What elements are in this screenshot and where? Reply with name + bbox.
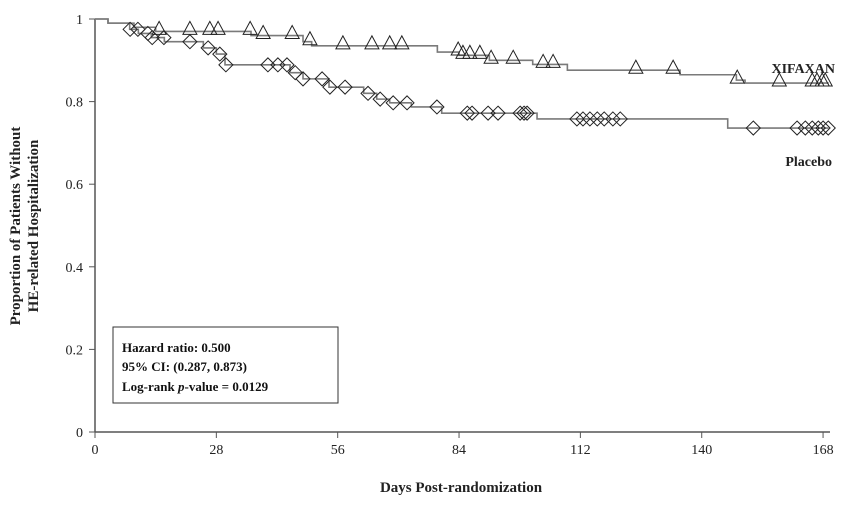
censor-marker-placebo bbox=[789, 120, 805, 136]
stats-box: Hazard ratio: 0.500 95% CI: (0.287, 0.87… bbox=[112, 326, 339, 404]
censor-marker-xifaxan bbox=[483, 49, 499, 64]
censor-marker-placebo bbox=[182, 34, 198, 50]
censor-marker-placebo bbox=[797, 120, 814, 136]
censor-marker-placebo bbox=[569, 111, 585, 127]
x-axis-title: Days Post-randomization bbox=[380, 480, 543, 496]
x-tick-label: 28 bbox=[209, 443, 223, 458]
y-tick-label: 1 bbox=[76, 13, 83, 28]
censor-marker-placebo bbox=[385, 95, 401, 111]
censor-marker-xifaxan bbox=[535, 53, 551, 68]
censor-marker-placebo bbox=[519, 105, 535, 121]
censor-marker-placebo bbox=[322, 79, 338, 95]
censor-marker-xifaxan bbox=[628, 59, 644, 74]
censor-marker-placebo bbox=[575, 111, 591, 127]
censor-marker-placebo bbox=[218, 57, 234, 73]
censor-marker-xifaxan bbox=[151, 20, 167, 35]
censor-marker-xifaxan bbox=[242, 20, 258, 35]
censor-marker-placebo bbox=[360, 85, 376, 102]
censor-marker-placebo bbox=[314, 71, 330, 87]
censor-marker-xifaxan bbox=[182, 20, 198, 35]
censor-marker-placebo bbox=[429, 99, 445, 115]
censor-marker-xifaxan bbox=[364, 34, 380, 50]
y-tick-label: 0.6 bbox=[66, 178, 84, 193]
censor-marker-xifaxan bbox=[665, 59, 681, 74]
x-tick-label: 140 bbox=[691, 443, 712, 458]
censor-marker-placebo bbox=[582, 111, 598, 127]
y-axis-title-line1: Proportion of Patients Without bbox=[8, 127, 24, 326]
censor-marker-placebo bbox=[399, 95, 415, 111]
censor-marker-xifaxan bbox=[335, 34, 351, 50]
censor-marker-placebo bbox=[516, 105, 532, 121]
axes: 0 28 56 84 112 140 168 0 0.2 0.4 0.6 0.8 1 bbox=[66, 13, 834, 458]
censor-marker-xifaxan bbox=[393, 34, 410, 50]
censor-marker-xifaxan bbox=[284, 24, 301, 40]
censor-marker-placebo bbox=[804, 120, 820, 136]
x-tick-label: 0 bbox=[92, 443, 99, 458]
censor-marker-placebo bbox=[820, 120, 836, 136]
censor-marker-xifaxan bbox=[302, 30, 318, 46]
x-tick-label: 112 bbox=[570, 443, 590, 458]
x-tick-label: 56 bbox=[331, 443, 345, 458]
log-rank-p: Log-rank p-value = 0.0129 bbox=[122, 379, 269, 394]
y-tick-label: 0.8 bbox=[66, 96, 84, 111]
censor-marker-placebo bbox=[144, 29, 160, 46]
censor-marker-xifaxan bbox=[545, 53, 561, 68]
censor-marker-placebo bbox=[459, 105, 475, 121]
censor-marker-xifaxan bbox=[505, 49, 522, 64]
censor-marker-placebo bbox=[745, 120, 762, 136]
censor-marker-xifaxan bbox=[729, 69, 746, 84]
censor-marker-placebo bbox=[279, 57, 295, 73]
x-tick-label: 84 bbox=[452, 443, 466, 458]
x-tick-label: 168 bbox=[813, 443, 834, 458]
y-axis-title-line2: HE-related Hospitalization bbox=[26, 139, 42, 312]
censor-marker-placebo bbox=[512, 105, 528, 121]
censor-marker-placebo bbox=[605, 111, 621, 127]
hazard-ratio: Hazard ratio: 0.500 bbox=[122, 340, 231, 355]
y-tick-label: 0 bbox=[76, 426, 83, 441]
censor-marker-placebo bbox=[490, 105, 506, 121]
censor-marker-xifaxan bbox=[210, 20, 226, 35]
y-tick-label: 0.4 bbox=[66, 261, 84, 276]
censor-marker-xifaxan bbox=[255, 24, 271, 40]
censor-marker-placebo bbox=[156, 29, 172, 46]
censor-marker-xifaxan bbox=[771, 71, 788, 87]
series-label-placebo: Placebo bbox=[785, 155, 832, 170]
censor-marker-placebo bbox=[464, 105, 480, 121]
censor-marker-placebo bbox=[589, 111, 605, 127]
censor-marker-xifaxan bbox=[462, 44, 478, 59]
confidence-interval: 95% CI: (0.287, 0.873) bbox=[122, 359, 247, 374]
censor-marker-placebo bbox=[815, 120, 831, 136]
censor-marker-xifaxan bbox=[202, 20, 218, 35]
series-label-xifaxan: XIFAXAN bbox=[771, 62, 835, 77]
censor-marker-xifaxan bbox=[450, 40, 467, 56]
censor-marker-placebo bbox=[612, 111, 628, 127]
censor-marker-placebo bbox=[130, 21, 146, 38]
censor-marker-placebo bbox=[295, 71, 311, 87]
km-curve-xifaxan bbox=[95, 18, 829, 84]
curves bbox=[95, 18, 836, 136]
y-tick-label: 0.2 bbox=[66, 343, 84, 358]
censor-marker-placebo bbox=[200, 40, 216, 56]
censor-marker-xifaxan bbox=[471, 44, 488, 59]
censor-marker-xifaxan bbox=[381, 34, 398, 50]
censor-marker-placebo bbox=[287, 64, 303, 81]
censor-marker-placebo bbox=[337, 79, 353, 95]
censor-marker-placebo bbox=[212, 46, 228, 62]
censor-marker-xifaxan bbox=[817, 71, 834, 87]
censor-marker-placebo bbox=[372, 91, 388, 107]
censor-marker-placebo bbox=[122, 21, 138, 38]
